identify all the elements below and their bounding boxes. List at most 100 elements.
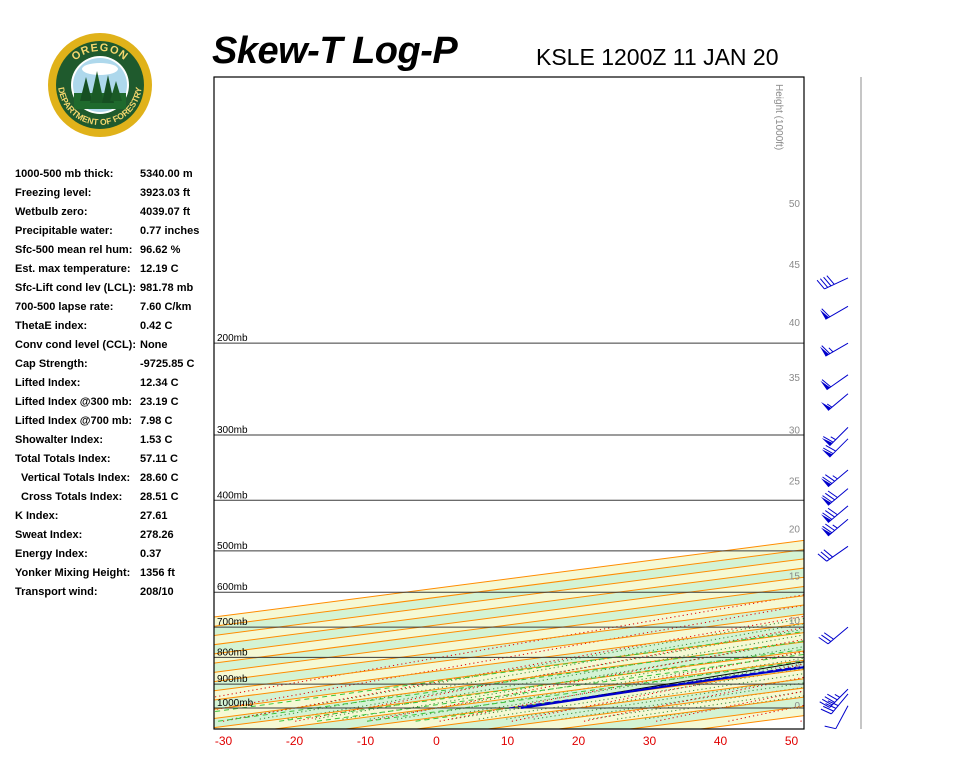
barb-full	[820, 551, 830, 560]
wind-barb	[820, 374, 849, 391]
stat-label: Sweat Index:	[15, 529, 83, 541]
barb-flag	[821, 438, 833, 446]
barb-staff	[827, 626, 849, 645]
stat-row: Total Totals Index: 57.11 C	[15, 453, 215, 472]
parcel-trace	[520, 661, 804, 709]
stat-value: 96.62 %	[140, 244, 181, 256]
stat-value: 28.51 C	[140, 491, 179, 503]
barb-full	[827, 693, 838, 701]
height-tick-label: 35	[789, 373, 801, 384]
barb-staff	[829, 688, 849, 708]
x-tick-label: 20	[572, 734, 586, 748]
stat-row: K Index: 27.61	[15, 510, 215, 529]
barb-full	[823, 447, 834, 455]
barb-full	[820, 708, 832, 715]
barb-full	[827, 490, 838, 498]
barb-full	[822, 698, 833, 706]
pressure-label: 900mb	[217, 674, 248, 685]
x-tick-label: -10	[357, 734, 375, 748]
barb-staff	[835, 705, 849, 729]
stat-row: Freezing level: 3923.03 ft	[15, 187, 215, 206]
barb-full	[823, 632, 834, 640]
stat-label: Est. max temperature:	[15, 263, 131, 275]
isotherm	[214, 604, 804, 683]
stat-row: Cross Totals Index: 28.51 C	[15, 491, 215, 510]
wind-barb	[821, 393, 849, 411]
stat-row: Transport wind: 208/10	[15, 586, 215, 605]
barb-staff	[827, 518, 849, 537]
stat-value: 7.60 C/km	[140, 301, 192, 313]
dry-adiabat	[367, 638, 804, 722]
stat-value: 0.77 inches	[140, 225, 200, 237]
dry-adiabat	[873, 262, 960, 721]
height-tick-label: 50	[789, 199, 801, 210]
stat-label: Energy Index:	[15, 548, 88, 560]
height-tick-label: 0	[794, 701, 800, 712]
stat-label: Conv cond level (CCL):	[15, 339, 137, 351]
height-tick-label: 25	[789, 476, 801, 487]
dry-adiabat	[800, 719, 804, 722]
isobars	[214, 342, 804, 709]
barb-staff	[825, 342, 849, 357]
barb-full	[824, 725, 836, 730]
stat-row: Energy Index: 0.37	[15, 548, 215, 567]
stat-row: Vertical Totals Index: 28.60 C	[15, 472, 215, 491]
barb-half	[828, 347, 834, 353]
barb-full	[821, 379, 832, 388]
isotherm	[214, 576, 804, 655]
wind-barb	[820, 305, 849, 320]
barb-staff	[827, 488, 849, 506]
height-tick-label: 40	[789, 318, 801, 329]
stat-value: 12.19 C	[140, 263, 179, 275]
stat-row: Lifted Index: 12.34 C	[15, 377, 215, 396]
stat-value: 7.98 C	[140, 415, 173, 427]
pressure-label: 200mb	[217, 333, 248, 344]
barb-staff	[829, 438, 849, 458]
wind-barbs	[816, 275, 849, 730]
stat-row: Conv cond level (CCL): None	[15, 339, 215, 358]
barb-half	[832, 524, 838, 529]
barb-staff	[827, 505, 849, 523]
isotherms	[214, 539, 804, 729]
stat-label: Freezing level:	[15, 187, 92, 199]
background-bands	[214, 540, 804, 729]
isotherm	[214, 558, 804, 636]
wind-barb	[821, 427, 849, 447]
height-tick-label: 20	[789, 525, 801, 536]
barb-full	[822, 512, 833, 520]
barb-full	[825, 492, 835, 501]
barb-flag	[821, 478, 832, 487]
stat-label: 1000-500 mb thick:	[15, 168, 114, 180]
stat-label: Lifted Index:	[15, 377, 81, 389]
stat-value: 0.42 C	[140, 320, 173, 332]
height-tick-label: 15	[789, 571, 801, 582]
stat-value: 57.11 C	[140, 453, 178, 465]
barb-full	[825, 510, 835, 518]
stat-value: 4039.07 ft	[140, 206, 191, 218]
stat-row: Yonker Mixing Height: 1356 ft	[15, 567, 215, 586]
stat-value: 278.26	[140, 529, 174, 541]
stat-value: 981.78 mb	[140, 282, 194, 294]
barb-half	[834, 694, 841, 698]
wind-barb	[821, 505, 849, 523]
stat-row: Lifted Index @700 mb: 7.98 C	[15, 415, 215, 434]
stat-label: Yonker Mixing Height:	[15, 567, 131, 579]
band	[214, 577, 804, 664]
stat-value: 5340.00 m	[140, 168, 193, 180]
band	[214, 623, 804, 710]
barb-staff	[830, 693, 849, 715]
stat-label: Cap Strength:	[15, 358, 88, 370]
barb-full	[818, 636, 829, 645]
stat-row: Sfc-Lift cond lev (LCL): 981.78 mb	[15, 282, 215, 301]
barb-staff	[825, 305, 849, 320]
stat-label: ThetaE index:	[15, 320, 88, 332]
barb-full	[825, 474, 835, 482]
stat-value: 12.34 C	[140, 377, 179, 389]
barb-flag	[820, 346, 829, 357]
wind-barb	[820, 342, 849, 357]
barb-flag	[821, 449, 833, 458]
wind-barb	[816, 275, 849, 290]
stat-label: 700-500 lapse rate:	[15, 301, 114, 313]
barb-full	[821, 345, 831, 354]
